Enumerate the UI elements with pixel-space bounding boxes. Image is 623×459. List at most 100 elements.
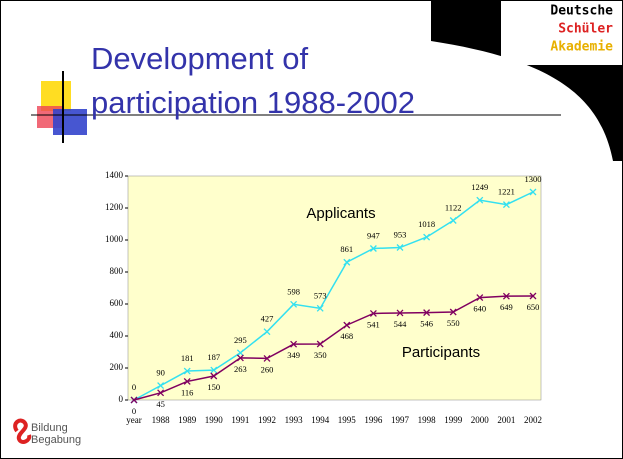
y-tick-label: 0	[119, 394, 124, 404]
point-marker	[396, 309, 404, 317]
point-marker	[369, 309, 377, 317]
data-label: 541	[367, 319, 380, 329]
data-label: 598	[287, 286, 300, 296]
point-marker	[290, 340, 298, 348]
point-marker	[263, 328, 271, 336]
data-label: 1221	[498, 187, 515, 197]
point-marker	[476, 196, 484, 204]
plot-area	[127, 175, 542, 401]
series-line	[133, 295, 534, 401]
footer-logo-text: Begabung	[31, 434, 81, 446]
series-line	[133, 191, 534, 401]
deco-square	[53, 109, 87, 135]
data-label: 1122	[445, 202, 462, 212]
data-label: 649	[500, 302, 513, 312]
logo-text: Akademie	[550, 40, 613, 55]
x-tick-label: 1992	[258, 415, 276, 425]
data-label: 116	[181, 387, 193, 397]
y-tick-label: 200	[110, 362, 124, 372]
logo-text: Schüler	[558, 22, 613, 37]
data-label: 468	[340, 331, 353, 341]
data-label: 45	[156, 399, 165, 409]
point-marker	[343, 321, 351, 329]
point-marker	[316, 304, 324, 312]
data-label: 181	[181, 353, 194, 363]
point-marker	[290, 300, 298, 308]
point-marker	[263, 354, 271, 362]
point-marker	[343, 258, 351, 266]
data-label: 0	[132, 406, 136, 416]
point-marker	[236, 349, 244, 357]
data-label: 861	[340, 244, 353, 254]
data-label: 1249	[471, 182, 488, 192]
data-label: 544	[394, 319, 408, 329]
y-tick-label: 600	[110, 298, 124, 308]
data-label: 546	[420, 319, 433, 329]
point-marker	[369, 245, 377, 252]
x-tick-label: 1993	[285, 415, 304, 425]
x-tick-label: 1996	[364, 415, 383, 425]
y-tick-label: 1200	[105, 202, 124, 212]
point-marker	[183, 367, 191, 375]
y-tick-label: 800	[110, 266, 124, 276]
data-label: 947	[367, 230, 380, 240]
x-tick-label: 1995	[338, 415, 357, 425]
x-tick-label: 1998	[418, 415, 437, 425]
point-marker	[157, 382, 165, 390]
data-label: 1300	[525, 174, 542, 184]
x-tick-label: 1989	[178, 415, 197, 425]
data-label: 953	[394, 229, 407, 239]
footer-logo-text: Bildung	[31, 422, 68, 434]
x-tick-label: 1991	[231, 415, 249, 425]
x-tick-label: 1994	[311, 415, 330, 425]
data-label: 427	[261, 314, 274, 324]
slide-title: Development of participation 1988-2002	[91, 41, 416, 120]
data-label: 260	[261, 364, 274, 374]
x-tick-label: 1997	[391, 415, 410, 425]
point-marker	[157, 389, 165, 397]
y-tick-label: 1000	[105, 234, 124, 244]
point-marker	[210, 372, 218, 380]
data-label: 650	[527, 302, 540, 312]
data-label: 0	[132, 382, 136, 392]
point-marker	[130, 396, 138, 404]
data-label: 550	[447, 318, 460, 328]
chart: 0 200 400 600 800 1000 1200 1400 year 1988 1989 199…	[105, 170, 542, 425]
series-name: Applicants	[306, 205, 375, 222]
x-tick-label: 2002	[524, 415, 542, 425]
data-label: 187	[207, 352, 220, 362]
x-tick-label: year	[126, 415, 142, 425]
data-label: 573	[314, 290, 327, 300]
point-marker	[449, 308, 457, 316]
data-label: 295	[234, 335, 247, 345]
point-marker	[423, 309, 431, 317]
data-label: 1018	[418, 219, 435, 229]
point-marker	[210, 366, 218, 374]
footer-logo-mark	[13, 418, 32, 444]
point-marker	[423, 233, 431, 241]
data-label: 640	[473, 304, 486, 314]
point-marker	[449, 217, 457, 224]
data-label: 350	[314, 350, 327, 360]
data-label: 263	[234, 364, 247, 374]
point-marker	[183, 377, 191, 385]
point-marker	[529, 292, 537, 300]
x-tick-label: 1990	[205, 415, 224, 425]
point-marker	[502, 201, 510, 209]
point-marker	[502, 292, 510, 300]
x-tick-label: 1999	[444, 415, 463, 425]
point-marker	[476, 294, 484, 302]
series-name: Participants	[402, 344, 480, 361]
y-tick-label: 1400	[105, 170, 124, 180]
x-tick-label: 2001	[497, 415, 515, 425]
data-label: 150	[207, 382, 220, 392]
logo-back	[501, 1, 622, 65]
x-tick-label: 1988	[152, 415, 171, 425]
point-marker	[316, 340, 324, 348]
point-marker	[236, 354, 244, 362]
point-marker	[529, 188, 537, 196]
data-label: 90	[156, 368, 165, 378]
data-label: 349	[287, 350, 300, 360]
